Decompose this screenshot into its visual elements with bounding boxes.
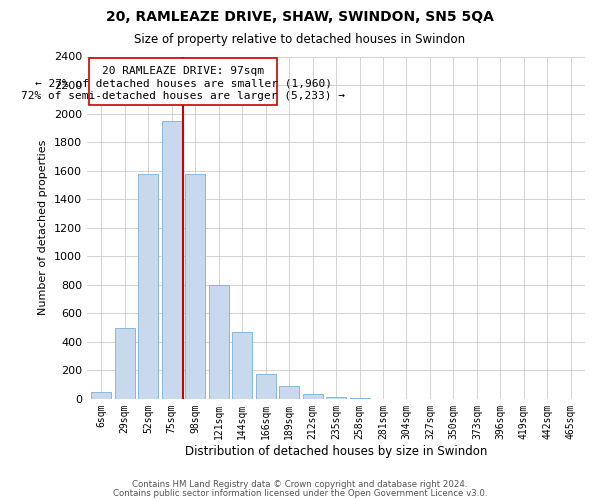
Bar bbox=[209, 284, 229, 399]
Bar bbox=[161, 120, 182, 399]
Text: Contains public sector information licensed under the Open Government Licence v3: Contains public sector information licen… bbox=[113, 489, 487, 498]
Text: Contains HM Land Registry data © Crown copyright and database right 2024.: Contains HM Land Registry data © Crown c… bbox=[132, 480, 468, 489]
Bar bbox=[232, 332, 252, 399]
Bar bbox=[350, 398, 370, 399]
X-axis label: Distribution of detached houses by size in Swindon: Distribution of detached houses by size … bbox=[185, 444, 487, 458]
Bar bbox=[91, 392, 111, 399]
Text: Size of property relative to detached houses in Swindon: Size of property relative to detached ho… bbox=[134, 32, 466, 46]
Bar bbox=[138, 174, 158, 399]
Bar bbox=[256, 374, 275, 399]
Text: 72% of semi-detached houses are larger (5,233) →: 72% of semi-detached houses are larger (… bbox=[22, 92, 346, 102]
Bar bbox=[326, 398, 346, 399]
Text: 20, RAMLEAZE DRIVE, SHAW, SWINDON, SN5 5QA: 20, RAMLEAZE DRIVE, SHAW, SWINDON, SN5 5… bbox=[106, 10, 494, 24]
Text: ← 27% of detached houses are smaller (1,960): ← 27% of detached houses are smaller (1,… bbox=[35, 78, 332, 88]
Text: 20 RAMLEAZE DRIVE: 97sqm: 20 RAMLEAZE DRIVE: 97sqm bbox=[103, 66, 265, 76]
FancyBboxPatch shape bbox=[89, 58, 277, 105]
Bar bbox=[185, 174, 205, 399]
Bar bbox=[279, 386, 299, 399]
Bar bbox=[302, 394, 323, 399]
Y-axis label: Number of detached properties: Number of detached properties bbox=[38, 140, 49, 316]
Bar bbox=[115, 328, 134, 399]
